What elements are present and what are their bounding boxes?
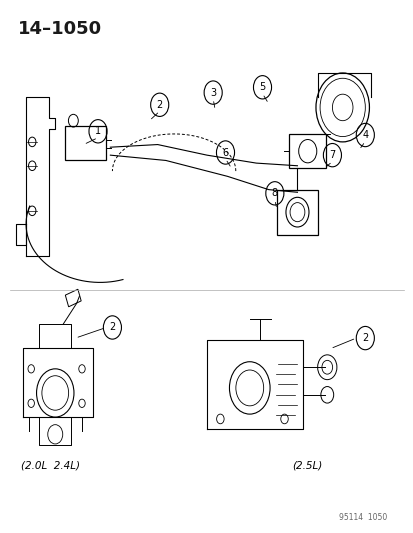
Bar: [289, 134, 325, 168]
Text: 1: 1: [95, 126, 101, 136]
Text: 5: 5: [259, 82, 265, 92]
Text: 6: 6: [222, 148, 228, 158]
Bar: [65, 289, 81, 307]
Text: 3: 3: [210, 87, 216, 98]
Text: 2: 2: [109, 322, 115, 333]
Text: 4: 4: [361, 130, 368, 140]
Text: 2: 2: [361, 333, 368, 343]
Text: 14–1050: 14–1050: [18, 20, 102, 38]
Bar: [65, 126, 106, 160]
Text: 2: 2: [156, 100, 162, 110]
Text: 95114  1050: 95114 1050: [338, 513, 386, 522]
Text: (2.0L  2.4L): (2.0L 2.4L): [21, 460, 80, 470]
Bar: [276, 190, 317, 235]
Text: 8: 8: [271, 188, 277, 198]
Text: 7: 7: [328, 150, 335, 160]
Text: (2.5L): (2.5L): [292, 460, 322, 470]
